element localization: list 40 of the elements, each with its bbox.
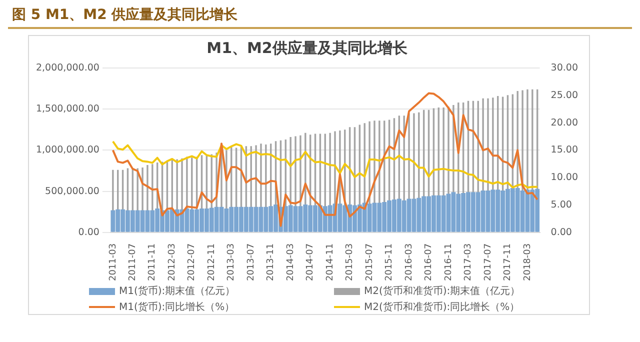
x-tick-label: 2012-07 [187,243,198,282]
x-tick-label: 2018-03 [522,243,533,282]
x-tick-label: 2014-11 [325,243,336,282]
legend-label: M2(货币和准货币):期末值（亿元） [364,284,520,298]
y2-tick-label: 5.00 [550,199,572,210]
y2-tick-label: 25.00 [550,90,578,101]
y-tick-label: 500,000.00 [45,186,100,197]
y2-tick-label: 15.00 [550,144,578,156]
legend-label: M2(货币和准货币):同比增长（%） [364,300,520,314]
y2-tick-label: 10.00 [550,172,578,184]
x-tick-label: 2017-03 [464,243,474,282]
y2-tick-label: 30.00 [550,62,578,74]
x-tick-label: 2017-07 [483,243,494,282]
x-tick-label: 2017-11 [503,243,514,282]
x-tick-label: 2011-07 [128,243,138,282]
y2-tick-label: 0.00 [550,226,572,238]
x-tick-label: 2012-03 [167,243,178,282]
x-tick-label: 2014-07 [306,243,316,282]
x-tick-label: 2011-03 [108,243,118,282]
y-tick-label: 0.00 [78,226,100,238]
legend-label: M1(货币):同比增长（%） [119,300,235,314]
x-tick-label: 2012-11 [206,243,217,282]
x-tick-label: 2016-11 [444,243,454,282]
x-tick-label: 2013-11 [266,243,276,282]
x-tick-label: 2013-07 [246,243,256,282]
x-tick-label: 2014-03 [286,243,296,282]
x-tick-label: 2011-11 [148,243,158,282]
y-tick-label: 1,000,000.00 [36,144,100,156]
y-tick-label: 2,000,000.00 [36,62,100,74]
x-tick-label: 2016-03 [404,243,414,282]
y-tick-label: 1,500,000.00 [36,104,100,115]
x-tick-label: 2016-07 [424,243,434,282]
x-tick-label: 2015-03 [345,243,356,282]
legend-label: M1(货币):期末值（亿元） [119,284,236,298]
caption: 图 5 M1、M2 供应量及其同比增长 [8,0,632,29]
y2-tick-label: 20.00 [550,117,578,128]
x-tick-label: 2015-11 [384,243,395,282]
chart-title: M1、M2供应量及其同比增长 [206,38,408,57]
x-tick-label: 2013-03 [226,243,237,282]
x-tick-label: 2015-07 [364,243,375,282]
